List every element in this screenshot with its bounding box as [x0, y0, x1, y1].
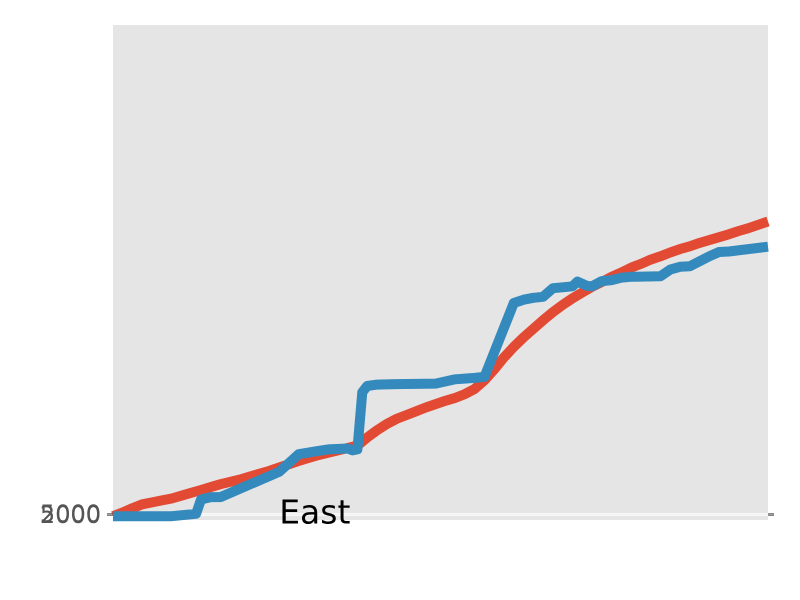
y-tick-label-5000: 5000: [40, 500, 101, 528]
line-series_1: [111, 216, 770, 521]
series-lines: [111, 216, 770, 522]
y-tick-label-2000: 2000: [40, 501, 101, 529]
grid-lines: [113, 513, 768, 516]
line-series_2: [113, 241, 769, 522]
annotation-east: East: [279, 492, 350, 531]
